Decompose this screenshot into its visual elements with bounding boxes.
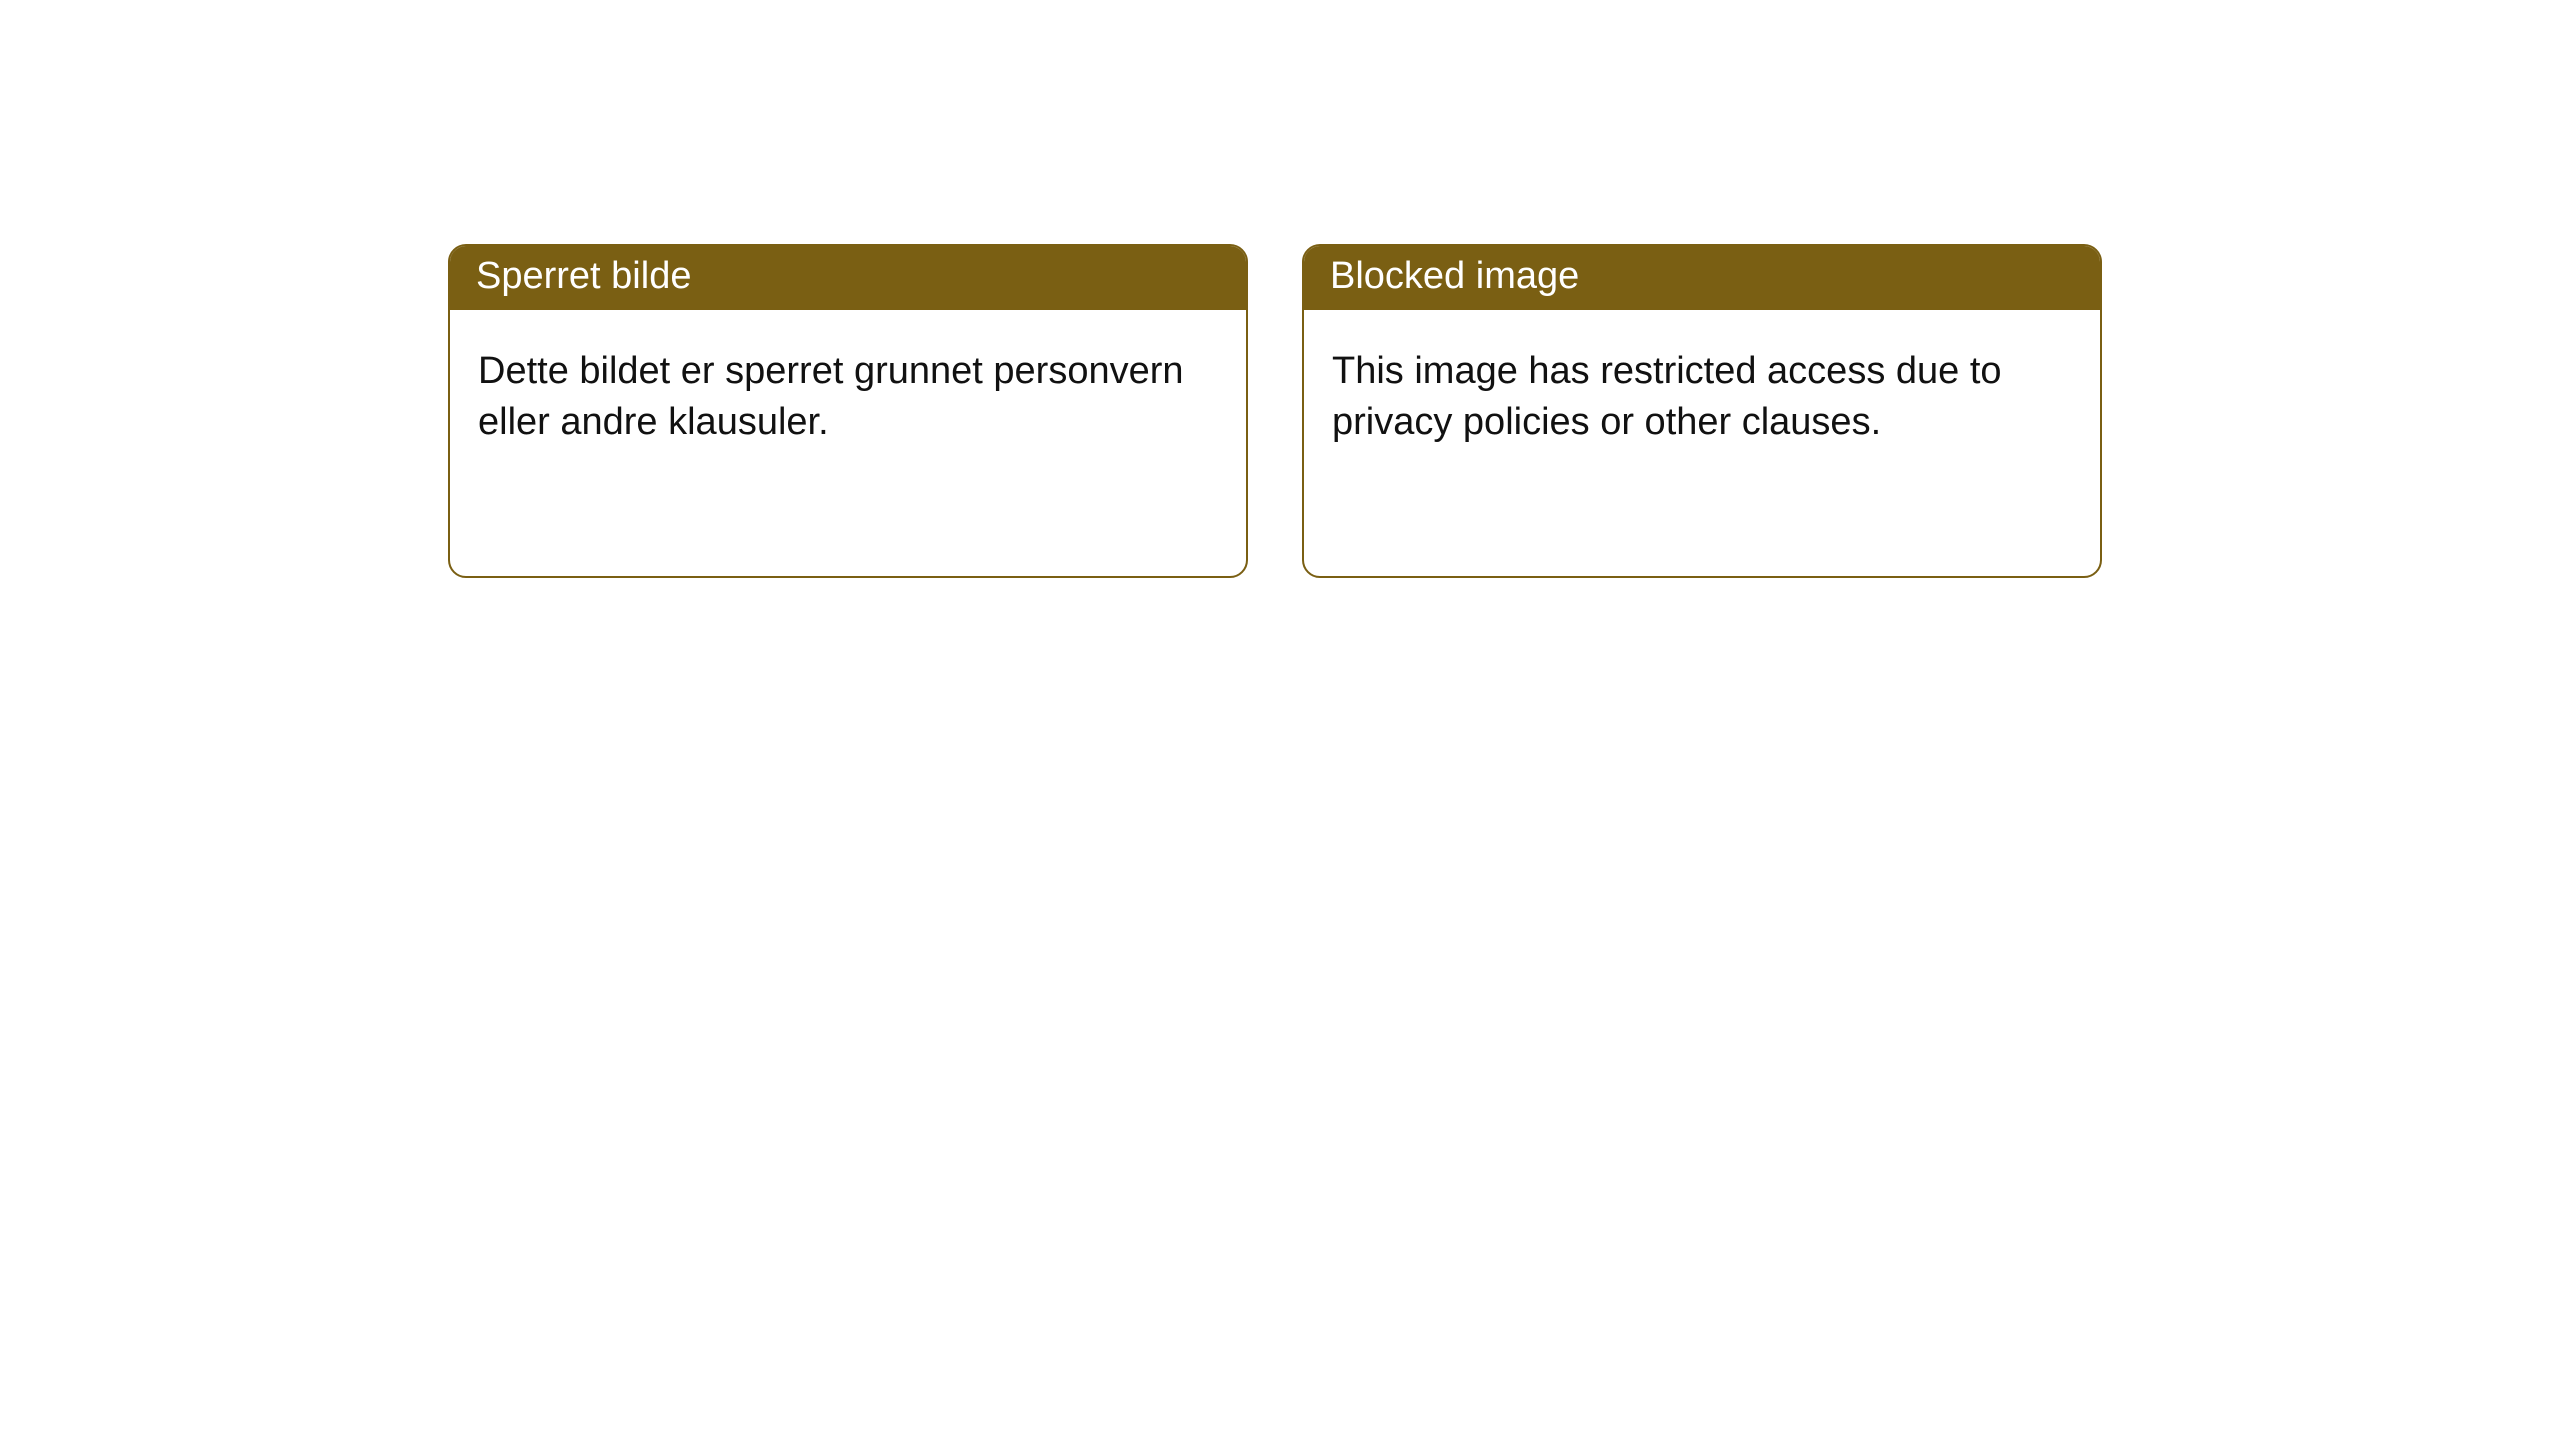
notice-title-no: Sperret bilde (450, 246, 1246, 310)
notice-card-no: Sperret bilde Dette bildet er sperret gr… (448, 244, 1248, 578)
notice-container: Sperret bilde Dette bildet er sperret gr… (0, 0, 2560, 578)
notice-title-en: Blocked image (1304, 246, 2100, 310)
notice-card-en: Blocked image This image has restricted … (1302, 244, 2102, 578)
notice-body-no: Dette bildet er sperret grunnet personve… (450, 310, 1246, 477)
notice-body-en: This image has restricted access due to … (1304, 310, 2100, 477)
